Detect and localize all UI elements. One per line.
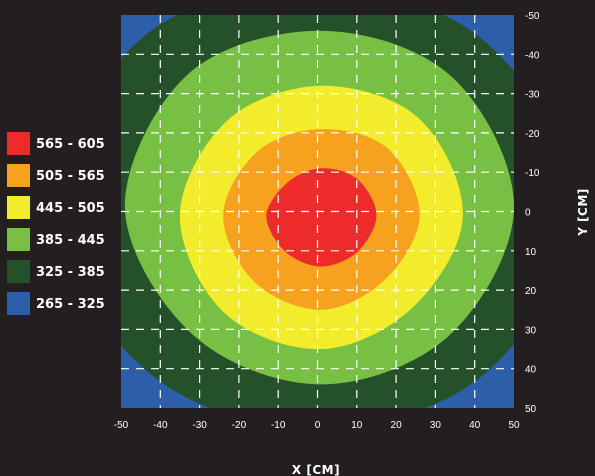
legend-label: 445 - 505 [36,201,105,216]
y-tick-label: -40 [525,50,540,61]
legend-swatch [7,164,30,187]
legend-label: 505 - 565 [36,169,105,184]
x-tick-label: -40 [153,420,168,431]
x-tick-label: -10 [271,420,286,431]
x-tick-labels: -50 -40 -30 -20 -10 0 10 20 30 40 50 [114,420,520,431]
y-tick-labels: -50 -40 -30 -20 -10 0 10 20 30 40 50 [525,11,540,415]
legend-swatch [7,132,30,155]
y-tick-label: 0 [525,208,531,219]
x-tick-label: -20 [232,420,247,431]
legend-label: 385 - 445 [36,233,105,248]
legend-label: 565 - 605 [36,137,105,152]
contour-level-565-605 [266,168,377,267]
y-tick-label: 20 [525,286,537,297]
x-tick-label: -30 [192,420,207,431]
y-tick-label: -30 [525,90,540,101]
legend-swatch [7,260,30,283]
y-axis-label: Y [CM] [576,188,590,237]
x-tick-label: -50 [114,420,129,431]
legend: 565 - 605 505 - 565 445 - 505 385 - 445 325 … [7,132,105,315]
x-tick-label: 30 [430,420,442,431]
grid-lines [121,15,514,408]
y-tick-label: 10 [525,247,537,258]
x-tick-label: 50 [508,420,520,431]
y-tick-label: 40 [525,365,537,376]
x-tick-label: 10 [351,420,363,431]
x-tick-label: 40 [469,420,481,431]
y-tick-label: -50 [525,11,540,22]
y-tick-label: -20 [525,129,540,140]
y-tick-label: -10 [525,168,540,179]
y-tick-label: 30 [525,325,537,336]
legend-label: 325 - 385 [36,265,105,280]
y-tick-label: 50 [525,404,537,415]
legend-swatch [7,292,30,315]
x-axis-label: X [CM] [292,463,340,476]
legend-swatch [7,196,30,219]
legend-swatch [7,228,30,251]
x-tick-label: 0 [315,420,321,431]
legend-label: 265 - 325 [36,297,105,312]
x-tick-label: 20 [391,420,403,431]
